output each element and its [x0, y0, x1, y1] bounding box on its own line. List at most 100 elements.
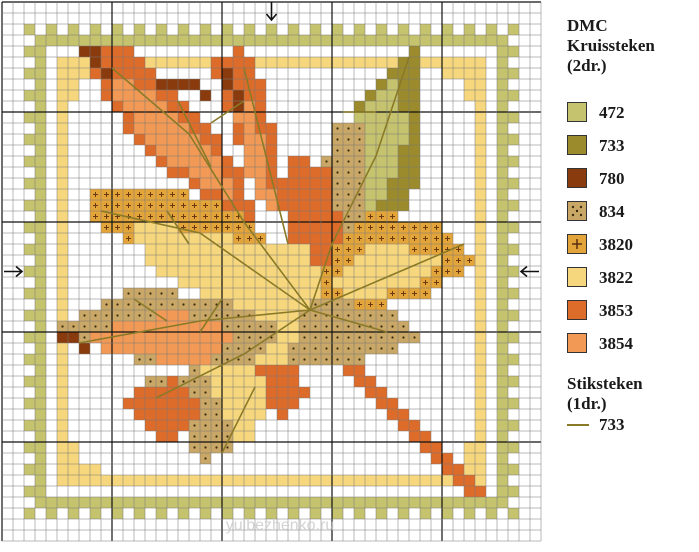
stitch-symbol	[456, 247, 461, 252]
stitch-cell	[134, 79, 145, 90]
stitch-cell	[266, 123, 277, 134]
stitch-symbol	[423, 247, 428, 252]
stitch-symbol	[104, 192, 109, 197]
stitch-cell	[508, 244, 519, 255]
stitch-cell	[35, 420, 46, 431]
stitch-cell	[299, 266, 310, 277]
stitch-cell	[497, 211, 508, 222]
legend-code: 3822	[599, 268, 633, 287]
stitch-cell	[145, 233, 156, 244]
stitch-cell	[167, 101, 178, 112]
stitch-cell	[255, 156, 266, 167]
stitch-cell	[35, 343, 46, 354]
stitch-cell	[79, 464, 90, 475]
stitch-cell	[420, 24, 431, 35]
stitch-cell	[35, 167, 46, 178]
stitch-cell	[332, 57, 343, 68]
stitch-cell	[453, 475, 464, 486]
stitch-cell	[497, 288, 508, 299]
stitch-cell	[475, 332, 486, 343]
stitch-symbol	[336, 171, 339, 174]
stitch-symbol	[358, 336, 361, 339]
stitch-symbol	[215, 413, 218, 416]
stitch-cell	[189, 321, 200, 332]
stitch-cell	[244, 79, 255, 90]
stitch-symbol	[148, 214, 153, 219]
stitch-cell	[398, 178, 409, 189]
stitch-cell	[244, 431, 255, 442]
stitch-cell	[442, 24, 453, 35]
stitch-cell	[475, 68, 486, 79]
stitch-cell	[387, 90, 398, 101]
stitch-cell	[255, 244, 266, 255]
stitch-symbol	[423, 291, 428, 296]
stitch-cell	[255, 354, 266, 365]
stitch-cell	[24, 156, 35, 167]
stitch-symbol	[215, 314, 218, 317]
stitch-cell	[134, 134, 145, 145]
legend-swatch	[567, 333, 587, 353]
stitch-cell	[409, 112, 420, 123]
stitch-symbol	[346, 258, 351, 263]
stitch-symbol	[335, 258, 340, 263]
stitch-cell	[112, 475, 123, 486]
stitch-cell	[222, 156, 233, 167]
stitch-symbol	[182, 303, 185, 306]
stitch-cell	[321, 57, 332, 68]
stitch-cell	[409, 46, 420, 57]
stitch-symbol	[215, 446, 218, 449]
stitch-cell	[145, 57, 156, 68]
stitch-cell	[134, 343, 145, 354]
stitch-symbol	[192, 225, 197, 230]
stitch-symbol	[379, 302, 384, 307]
stitch-cell	[156, 123, 167, 134]
stitch-symbol	[258, 236, 263, 241]
stitch-cell	[57, 90, 68, 101]
stitch-cell	[497, 398, 508, 409]
stitch-symbol	[347, 303, 350, 306]
stitch-cell	[398, 112, 409, 123]
stitch-cell	[178, 332, 189, 343]
stitch-symbol	[248, 336, 251, 339]
stitch-cell	[68, 475, 79, 486]
stitch-cell	[211, 57, 222, 68]
stitch-cell	[354, 255, 365, 266]
stitch-cell	[277, 332, 288, 343]
stitch-cell	[398, 35, 409, 46]
stitch-cell	[233, 288, 244, 299]
stitch-symbol	[445, 269, 450, 274]
stitch-cell	[57, 431, 68, 442]
stitch-cell	[222, 79, 233, 90]
stitch-cell	[475, 299, 486, 310]
stitch-cell	[431, 57, 442, 68]
stitch-cell	[244, 68, 255, 79]
stitch-cell	[475, 266, 486, 277]
stitch-cell	[310, 475, 321, 486]
stitch-cell	[508, 288, 519, 299]
stitch-cell	[123, 475, 134, 486]
stitch-symbol	[225, 214, 230, 219]
stitch-cell	[233, 365, 244, 376]
stitch-symbol	[412, 291, 417, 296]
stitch-cell	[464, 464, 475, 475]
stitch-cell	[35, 35, 46, 46]
stitch-cell	[398, 156, 409, 167]
stitch-cell	[508, 156, 519, 167]
stitch-cell	[156, 343, 167, 354]
stitch-cell	[233, 79, 244, 90]
stitch-cell	[266, 145, 277, 156]
stitch-cell	[90, 508, 101, 519]
stitch-cell	[145, 244, 156, 255]
stitch-cell	[90, 68, 101, 79]
stitch-cell	[200, 233, 211, 244]
cross-stitch-chart: yulbezhenko.ru	[1, 1, 542, 542]
stitch-cell	[365, 90, 376, 101]
stitch-symbol	[434, 280, 439, 285]
stitch-cell	[508, 178, 519, 189]
backstitch-vein	[155, 309, 311, 399]
backstitch-vein	[309, 309, 388, 333]
stitch-cell	[233, 299, 244, 310]
stitch-symbol	[336, 204, 339, 207]
stitch-symbol	[379, 236, 384, 241]
stitch-cell	[145, 343, 156, 354]
